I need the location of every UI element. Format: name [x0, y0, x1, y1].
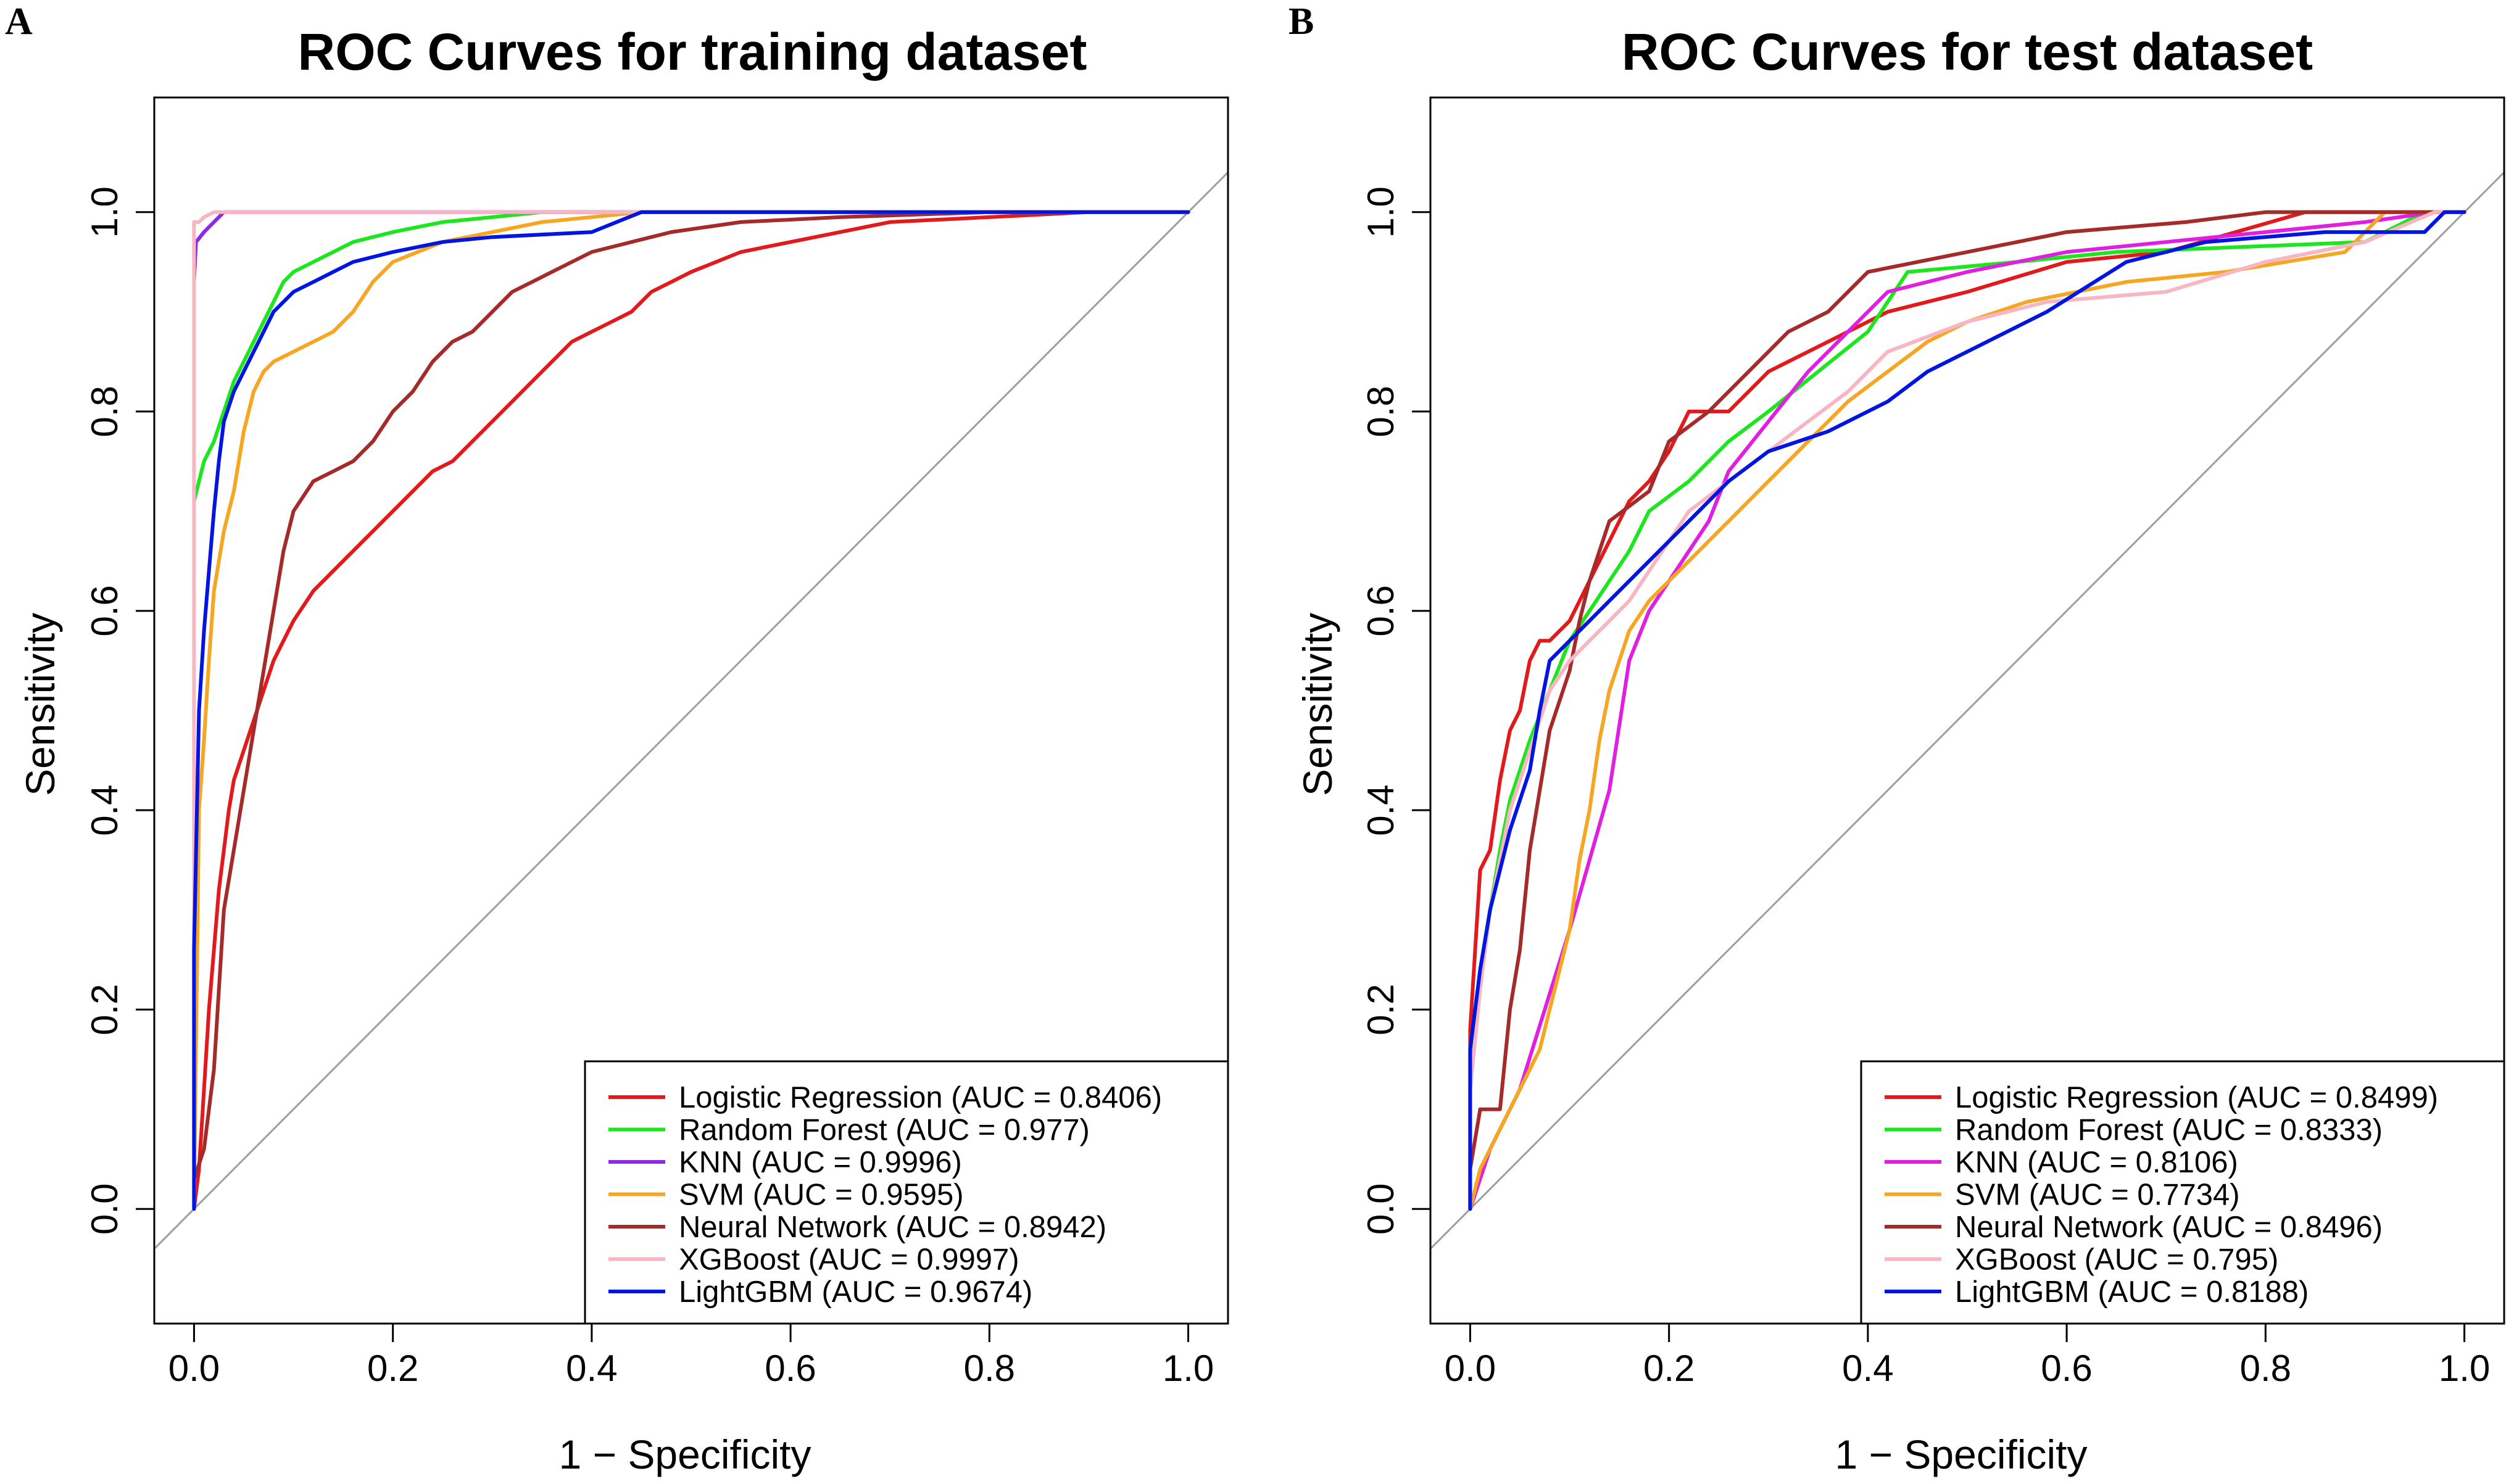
y-tick-label: 0.2: [84, 984, 125, 1035]
legend-entry-label: Random Forest (AUC = 0.977): [679, 1114, 1090, 1147]
x-axis-label: 1 − Specificity: [558, 1432, 811, 1477]
x-tick-label: 0.4: [1842, 1348, 1893, 1389]
x-axis-label: 1 − Specificity: [1835, 1432, 2087, 1477]
y-tick-label: 0.4: [84, 784, 125, 835]
y-tick-label: 1.0: [1360, 186, 1401, 238]
diagonal-reference-line: [1430, 172, 2504, 1250]
legend-entry-label: SVM (AUC = 0.7734): [1955, 1179, 2240, 1212]
legend-entry-label: LightGBM (AUC = 0.8188): [1955, 1275, 2309, 1309]
panel-letter: B: [1288, 1, 1314, 43]
panel-letter: A: [5, 1, 33, 43]
roc-curve-neural-network: [192, 210, 1190, 1181]
x-tick-label: 0.4: [566, 1348, 617, 1389]
legend-entry-label: Logistic Regression (AUC = 0.8406): [679, 1081, 1162, 1114]
chart-title: ROC Curves for test dataset: [1622, 23, 2313, 81]
y-tick-label: 0.6: [84, 585, 125, 636]
roc-curve-knn: [1468, 210, 2467, 1211]
chart-panel-a: A ROC Curves for training dataset 0.0 0.2 0.…: [5, 1, 1229, 1477]
legend-entry-label: KNN (AUC = 0.8106): [1955, 1146, 2238, 1179]
legend-entry-label: Logistic Regression (AUC = 0.8499): [1955, 1081, 2438, 1114]
legend-box: [584, 1060, 1229, 1325]
chart-title: ROC Curves for training dataset: [298, 23, 1087, 81]
legend-entry-label: SVM (AUC = 0.9595): [679, 1179, 964, 1212]
roc-curve-lightgbm: [192, 210, 1190, 1211]
roc-curve-xgboost: [192, 210, 1190, 1211]
x-tick-label: 0.2: [1643, 1348, 1695, 1389]
x-tick-label: 0.8: [2240, 1348, 2291, 1389]
y-tick-label: 0.2: [1360, 984, 1401, 1035]
x-tick-label: 1.0: [2439, 1348, 2490, 1389]
y-axis-label: Sensitivity: [1295, 613, 1340, 796]
roc-curve-logistic-regression: [192, 210, 1190, 1211]
diagonal-reference-line: [154, 172, 1228, 1250]
legend-entry-label: Neural Network (AUC = 0.8942): [679, 1211, 1106, 1244]
x-tick-label: 0.8: [964, 1348, 1015, 1389]
roc-curve-logistic-regression: [1468, 210, 2467, 1211]
y-tick-label: 0.4: [1360, 784, 1401, 835]
y-tick-label: 0.8: [84, 386, 125, 437]
legend-entry-label: XGBoost (AUC = 0.795): [1955, 1243, 2278, 1277]
legend-entry-label: Random Forest (AUC = 0.8333): [1955, 1114, 2383, 1147]
y-tick-label: 0.6: [1360, 585, 1401, 636]
legend-entry-label: KNN (AUC = 0.9996): [679, 1146, 962, 1179]
y-tick-label: 0.0: [84, 1183, 125, 1235]
y-tick-label: 0.0: [1360, 1183, 1401, 1235]
y-axis-label: Sensitivity: [17, 613, 63, 796]
legend-entry-label: XGBoost (AUC = 0.9997): [679, 1243, 1019, 1277]
roc-curve-neural-network: [1468, 210, 2467, 1211]
legend-entry-label: Neural Network (AUC = 0.8496): [1955, 1211, 2383, 1244]
x-tick-label: 1.0: [1163, 1348, 1214, 1389]
chart-panel-b: B ROC Curves for test dataset 0.0 0.2 0.4 0.6…: [1288, 1, 2505, 1477]
y-tick-label: 0.8: [1360, 386, 1401, 437]
x-tick-label: 0.6: [2041, 1348, 2092, 1389]
x-tick-label: 0.0: [168, 1348, 220, 1389]
legend: Logistic Regression (AUC = 0.8499)Random…: [1860, 1060, 2505, 1325]
y-tick-label: 1.0: [84, 186, 125, 238]
x-tick-label: 0.2: [367, 1348, 418, 1389]
x-tick-label: 0.0: [1445, 1348, 1496, 1389]
legend-box: [1860, 1060, 2505, 1325]
legend-entry-label: LightGBM (AUC = 0.9674): [679, 1275, 1032, 1309]
roc-curve-svm: [1468, 210, 2467, 1211]
roc-curve-random-forest: [192, 210, 1190, 504]
roc-curve-xgboost: [1468, 210, 2467, 1211]
x-tick-label: 0.6: [765, 1348, 816, 1389]
legend: Logistic Regression (AUC = 0.8406)Random…: [584, 1060, 1229, 1325]
roc-curve-lightgbm: [1468, 210, 2467, 1211]
